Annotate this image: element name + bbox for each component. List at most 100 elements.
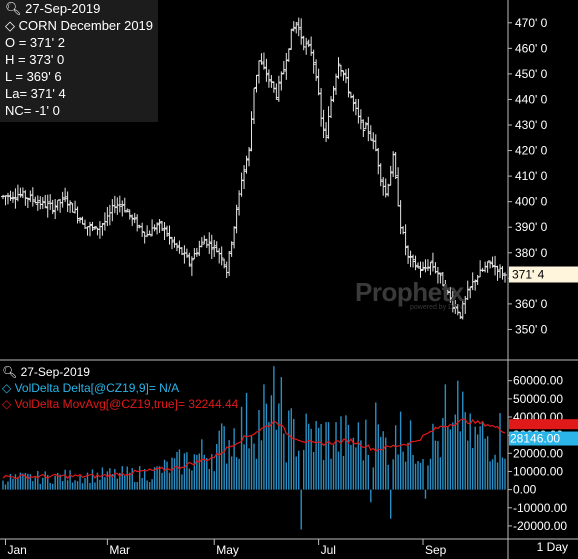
volume-bar	[49, 482, 51, 490]
volume-bar	[375, 402, 377, 490]
volume-bar	[325, 422, 327, 490]
search-icon[interactable]: 🔍︎	[5, 1, 22, 16]
volume-tick-label: 10000.00	[513, 464, 563, 478]
volume-bar	[452, 422, 454, 490]
volume-bar	[223, 426, 225, 490]
volume-bar	[220, 423, 223, 490]
volume-bar	[131, 468, 133, 490]
volume-bar	[211, 454, 213, 490]
volume-tick-label: 20000.00	[513, 446, 563, 460]
volume-bar	[91, 469, 94, 490]
volume-bar	[300, 489, 302, 530]
volume-bar	[171, 457, 173, 490]
volume-bar	[4, 484, 7, 490]
volume-bar	[360, 440, 362, 490]
volume-bar	[74, 480, 76, 490]
volume-bar	[196, 454, 198, 490]
volume-bar	[476, 434, 479, 490]
x-tick-label: May	[216, 543, 239, 557]
volume-bar	[76, 481, 79, 490]
volume-bar	[422, 459, 424, 490]
volume-bar	[392, 459, 394, 490]
volume-bar	[166, 461, 168, 490]
volume-bar	[399, 411, 402, 490]
volume-bar	[273, 366, 275, 490]
volume-bar	[469, 413, 471, 490]
watermark-logo: Prophetx	[355, 277, 464, 307]
volume-bar	[148, 482, 151, 490]
volume-bar	[203, 454, 205, 490]
volume-bar	[22, 473, 24, 490]
price-tick-label: 420' 0	[515, 144, 548, 158]
volume-bar	[19, 472, 22, 490]
volume-bar	[47, 474, 49, 490]
price-tick-label: 390' 0	[515, 220, 548, 234]
volume-bar	[447, 426, 449, 490]
volume-bar	[303, 449, 305, 490]
volume-bar	[439, 457, 442, 490]
volume-bar	[216, 443, 218, 490]
search-icon[interactable]: 🔍︎	[2, 365, 18, 379]
volume-bar	[59, 474, 61, 490]
volume-bar	[156, 466, 158, 490]
volume-bar	[111, 474, 114, 490]
volume-bar	[288, 410, 290, 490]
volume-bar	[2, 480, 4, 490]
volume-bar	[66, 480, 69, 490]
last-value: La= 371' 4	[5, 86, 66, 101]
volume-bar	[280, 377, 283, 490]
contract-name: ◇ CORN December 2019	[5, 18, 154, 33]
volume-bar	[79, 475, 81, 490]
volume-bar	[317, 427, 320, 490]
volume-bar	[394, 425, 397, 490]
volume-bar	[153, 467, 156, 490]
volume-bar	[198, 453, 201, 490]
diamond-icon: ◇	[5, 18, 15, 33]
volume-bar	[37, 470, 39, 490]
volume-bar	[9, 473, 12, 490]
last-price-tag-bg	[509, 266, 578, 283]
volume-bars	[2, 366, 506, 530]
volume-bar	[34, 477, 37, 490]
volume-bar	[380, 436, 382, 490]
volume-bar	[54, 475, 56, 490]
volume-bar	[138, 466, 141, 490]
x-tick-label: Jan	[7, 543, 26, 557]
volume-bar	[250, 436, 253, 490]
volume-bar	[265, 403, 268, 490]
volume-bar	[424, 489, 427, 499]
volume-bar	[404, 461, 407, 490]
volume-bar	[427, 465, 429, 490]
volume-bar	[457, 380, 459, 490]
value-tags: 371' 4 28146.00	[509, 266, 578, 446]
volume-bar	[109, 468, 111, 490]
volume-bar	[462, 391, 464, 490]
volume-bar	[206, 458, 208, 490]
price-date: 🔍︎ 27-Sep-2019	[5, 1, 101, 16]
volume-bar	[491, 459, 494, 490]
volume-bar	[481, 422, 484, 490]
volume-bar	[409, 420, 412, 490]
volume-bar	[96, 472, 99, 490]
volume-bar	[39, 483, 41, 490]
volume-bar	[454, 414, 456, 490]
volume-bar	[377, 424, 379, 490]
ma-tag	[509, 419, 578, 430]
volume-bar	[119, 472, 121, 490]
volume-bar	[312, 451, 315, 490]
volume-bar	[298, 450, 300, 490]
price-tick-label: 410' 0	[515, 169, 548, 183]
volume-bar	[260, 440, 263, 490]
volume-bar	[372, 467, 374, 490]
volume-bar	[389, 489, 392, 519]
series1-label: ◇ VolDelta Delta[@CZ19,9]= N/A	[2, 381, 180, 395]
volume-bar	[248, 448, 250, 490]
volume-bar	[134, 482, 136, 490]
timeframe-label[interactable]: 1 Day	[536, 540, 568, 554]
volume-bar	[99, 479, 101, 490]
volume-bar	[419, 462, 422, 490]
volume-bar	[382, 431, 384, 490]
volume-bar	[56, 472, 59, 490]
volume-bar	[307, 423, 310, 490]
